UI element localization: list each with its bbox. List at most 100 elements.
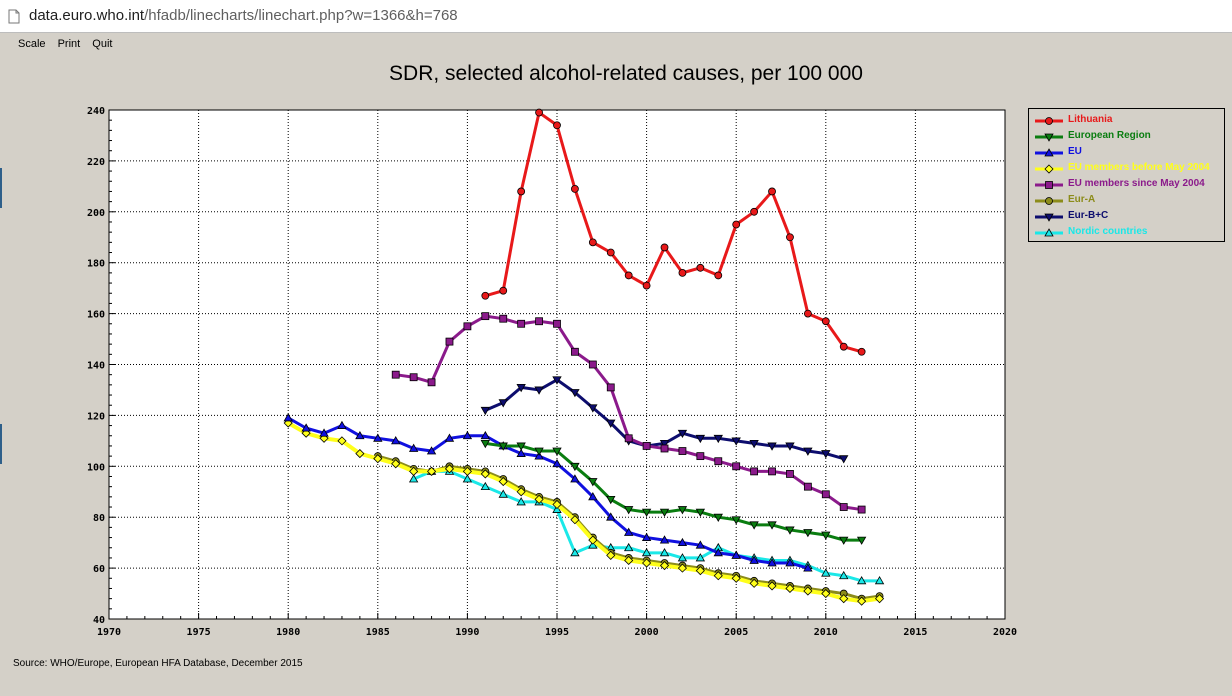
data-point xyxy=(606,512,616,521)
url-path: /hfadb/linecharts/linechart.php?w=1366&h… xyxy=(144,7,458,24)
data-point xyxy=(606,550,616,560)
legend-swatch xyxy=(1035,117,1063,125)
data-point xyxy=(337,420,347,429)
data-point xyxy=(588,535,598,545)
legend-item: Nordic countries xyxy=(1033,225,1223,241)
data-point xyxy=(732,220,741,229)
data-point xyxy=(695,540,706,549)
data-point xyxy=(713,434,723,444)
series-nordic-countries xyxy=(408,466,885,585)
data-point xyxy=(803,586,813,596)
data-point xyxy=(534,494,544,504)
legend-marker xyxy=(1044,213,1054,222)
data-point xyxy=(677,563,688,573)
data-point xyxy=(768,187,776,196)
x-tick-label: 1970 xyxy=(97,627,121,638)
data-point xyxy=(749,555,759,564)
data-point xyxy=(695,566,705,576)
legend-item: Eur-A xyxy=(1033,193,1223,209)
data-point xyxy=(588,404,598,413)
legend-marker xyxy=(1045,117,1053,125)
data-point xyxy=(695,508,706,517)
source-note: Source: WHO/Europe, European HFA Databas… xyxy=(13,658,303,669)
data-point xyxy=(695,553,706,562)
data-point xyxy=(856,536,867,545)
data-point xyxy=(696,263,705,272)
browser-address-bar[interactable]: data.euro.who.int/hfadb/linecharts/linec… xyxy=(0,0,1232,33)
data-point xyxy=(426,466,437,476)
data-point xyxy=(731,516,741,525)
data-point xyxy=(481,312,490,321)
data-point xyxy=(480,430,491,440)
data-point xyxy=(553,319,561,328)
data-point xyxy=(874,576,885,585)
data-point xyxy=(749,578,759,588)
url-text[interactable]: data.euro.who.int/hfadb/linecharts/linec… xyxy=(29,7,458,24)
x-tick-label: 1975 xyxy=(187,627,211,638)
legend-swatch xyxy=(1035,213,1063,222)
y-tick-label: 240 xyxy=(87,106,105,117)
data-point xyxy=(750,467,759,476)
data-point xyxy=(391,370,400,379)
menu-print[interactable]: Print xyxy=(57,38,81,50)
data-point xyxy=(731,550,741,559)
x-tick-label: 1990 xyxy=(455,627,479,638)
legend-item: European Region xyxy=(1033,129,1223,145)
data-point xyxy=(427,378,436,387)
data-point xyxy=(480,406,491,416)
chart-menu: Scale Print Quit xyxy=(18,38,121,50)
data-point xyxy=(570,548,580,557)
legend-label: Nordic countries xyxy=(1068,226,1148,237)
data-point xyxy=(498,489,508,498)
legend-swatch xyxy=(1035,181,1063,189)
data-point xyxy=(677,429,688,439)
series-eur-b-c xyxy=(480,376,849,464)
data-point xyxy=(803,309,812,318)
legend-swatch xyxy=(1035,148,1063,157)
data-point xyxy=(516,487,526,497)
data-point xyxy=(731,437,741,446)
legend-item: Lithuania xyxy=(1033,113,1223,129)
data-point xyxy=(642,281,651,290)
data-point xyxy=(659,535,670,544)
data-point xyxy=(803,563,813,572)
data-point xyxy=(462,430,473,440)
legend-swatch xyxy=(1035,164,1063,174)
legend-marker xyxy=(1044,133,1054,142)
data-point xyxy=(623,542,634,552)
data-point xyxy=(498,477,508,487)
data-point xyxy=(678,447,687,455)
page-icon xyxy=(8,9,20,24)
data-point xyxy=(319,428,329,437)
data-point xyxy=(462,474,473,483)
data-point xyxy=(857,347,866,356)
data-point xyxy=(480,481,491,491)
x-tick-label: 1995 xyxy=(545,627,569,638)
y-tick-label: 200 xyxy=(87,208,105,219)
data-point xyxy=(355,430,365,440)
data-point xyxy=(498,442,508,451)
data-point xyxy=(463,322,472,331)
data-point xyxy=(677,553,688,562)
menu-quit[interactable]: Quit xyxy=(92,38,113,50)
data-point xyxy=(821,490,830,499)
data-point xyxy=(391,436,401,445)
data-point xyxy=(499,314,508,323)
y-tick-label: 40 xyxy=(93,615,105,626)
data-point xyxy=(786,470,794,478)
data-point xyxy=(571,184,579,193)
data-point xyxy=(659,508,670,517)
data-point xyxy=(731,573,741,583)
data-point xyxy=(821,568,831,577)
data-point xyxy=(821,450,831,459)
data-point xyxy=(732,462,741,471)
data-point xyxy=(839,536,849,545)
legend-marker xyxy=(1044,228,1054,237)
data-point xyxy=(821,588,831,599)
data-point xyxy=(767,558,777,567)
data-point xyxy=(749,439,759,449)
data-point xyxy=(660,243,669,252)
data-point xyxy=(767,581,777,591)
menu-scale[interactable]: Scale xyxy=(18,38,46,50)
data-point xyxy=(355,449,365,459)
